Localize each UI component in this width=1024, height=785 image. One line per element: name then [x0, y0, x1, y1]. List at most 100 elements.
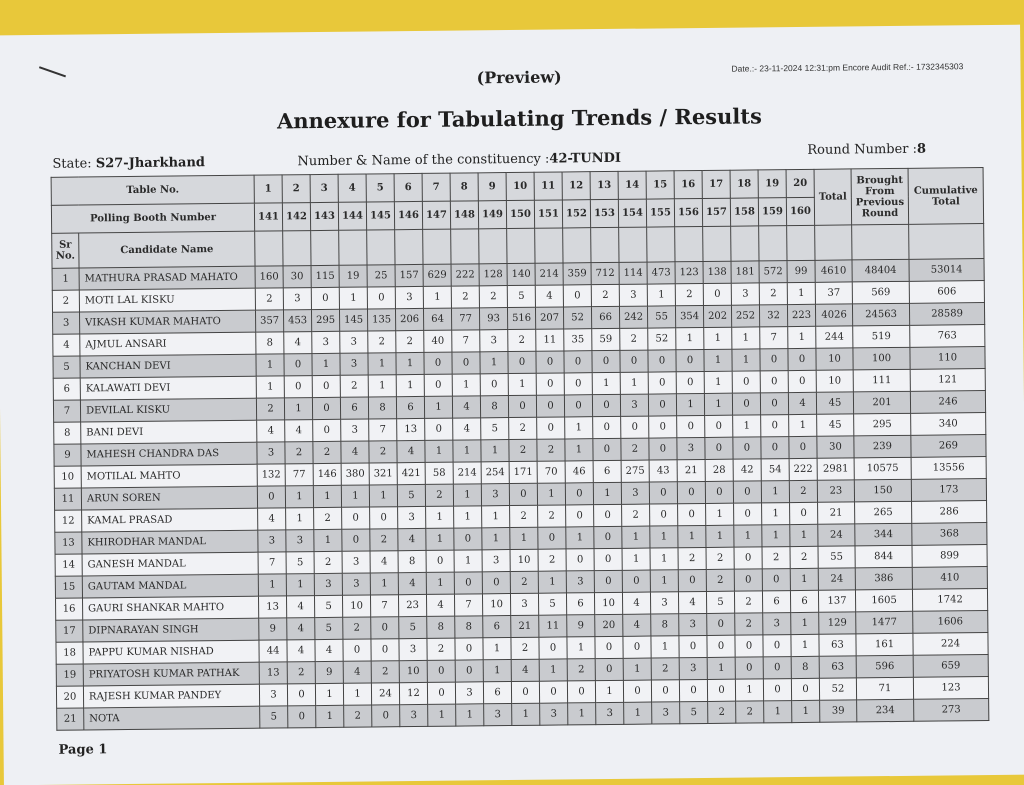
- vote-count: 1: [256, 375, 285, 399]
- vote-count: 1: [538, 570, 567, 594]
- brought-forward: 161: [855, 633, 914, 656]
- vote-count: 2: [651, 657, 680, 681]
- vote-count: 4: [314, 639, 344, 662]
- empty-header-cell: [478, 228, 508, 264]
- vote-count: 3: [621, 482, 650, 505]
- vote-count: 629: [423, 264, 452, 287]
- row-total: 39: [819, 699, 857, 723]
- vote-count: 2: [761, 546, 791, 569]
- vote-count: 0: [592, 394, 621, 417]
- vote-count: 7: [258, 551, 287, 575]
- vote-count: 157: [395, 264, 424, 287]
- vote-count: 2: [507, 329, 536, 352]
- vote-count: 4: [788, 392, 817, 415]
- vote-count: 0: [760, 436, 790, 459]
- vote-count: 6: [566, 592, 595, 615]
- vote-count: 1: [621, 526, 651, 549]
- empty-header-cell: [590, 227, 620, 263]
- booth-number: 147: [422, 201, 451, 230]
- vote-count: 0: [791, 678, 820, 701]
- vote-count: 0: [539, 680, 568, 704]
- vote-count: 2: [735, 700, 764, 724]
- empty-header-cell: [394, 229, 424, 265]
- vote-count: 114: [619, 262, 648, 285]
- candidate-name: DIPNARAYAN SINGH: [82, 618, 259, 643]
- booth-number: 148: [450, 200, 479, 230]
- vote-count: 0: [451, 351, 481, 375]
- brought-header: Brought From Previous Round: [851, 168, 909, 225]
- vote-count: 0: [732, 370, 761, 394]
- vote-count: 2: [426, 638, 456, 661]
- vote-count: 1: [311, 353, 341, 376]
- vote-count: 2: [255, 287, 284, 311]
- vote-count: 1: [480, 439, 510, 462]
- vote-count: 1: [705, 525, 735, 548]
- vote-count: 0: [312, 419, 341, 442]
- vote-count: 0: [594, 636, 624, 659]
- vote-count: 4: [286, 639, 316, 662]
- vote-count: 572: [759, 260, 788, 283]
- candidate-name: MATHURA PRASAD MAHATO: [79, 266, 256, 291]
- vote-count: 0: [649, 481, 678, 505]
- vote-count: 4: [257, 507, 286, 531]
- vote-count: 5: [538, 592, 567, 616]
- vote-count: 4: [397, 528, 427, 551]
- vote-count: 2: [789, 546, 819, 569]
- vote-count: 115: [311, 265, 340, 288]
- vote-count: 6: [482, 615, 511, 638]
- page-title: Annexure for Tabulating Trends / Results: [276, 103, 762, 134]
- vote-count: 359: [563, 262, 592, 285]
- vote-count: 0: [563, 350, 593, 373]
- vote-count: 4: [511, 659, 540, 682]
- vote-count: 1: [481, 527, 511, 550]
- vote-count: 0: [733, 480, 762, 504]
- vote-count: 0: [787, 348, 817, 371]
- candidate-name: DEVILAL KISKU: [80, 398, 257, 423]
- vote-count: 8: [398, 550, 427, 573]
- vote-count: 12: [399, 682, 428, 705]
- sr-number: 6: [53, 378, 81, 401]
- vote-count: 1: [424, 440, 454, 463]
- vote-count: 1: [566, 636, 596, 659]
- vote-count: 1: [395, 352, 425, 375]
- candidate-name: KAMAL PRASAD: [81, 508, 258, 533]
- vote-count: 11: [535, 328, 564, 352]
- vote-count: 3: [510, 593, 539, 616]
- row-total: 63: [818, 633, 857, 657]
- vote-count: 0: [675, 349, 705, 372]
- vote-count: 380: [341, 462, 370, 486]
- state-label: State:: [52, 156, 92, 172]
- vote-count: 9: [315, 661, 344, 684]
- sr-number: 3: [52, 312, 80, 335]
- vote-count: 1: [425, 528, 455, 551]
- row-total: 2981: [817, 457, 855, 481]
- vote-count: 1: [343, 682, 372, 706]
- vote-count: 4: [283, 331, 312, 354]
- brought-forward: 24563: [852, 303, 910, 326]
- brought-forward: 844: [854, 545, 913, 568]
- vote-count: 206: [395, 308, 424, 331]
- vote-count: 10: [510, 549, 539, 572]
- cumulative-total: 1742: [912, 588, 988, 612]
- cumulative-total: 763: [909, 324, 985, 348]
- vote-count: 0: [563, 284, 592, 307]
- vote-count: 7: [451, 329, 480, 353]
- vote-count: 1: [649, 525, 679, 549]
- vote-count: 214: [535, 262, 564, 286]
- vote-count: 3: [259, 683, 288, 707]
- vote-count: 275: [621, 460, 650, 483]
- candidate-name: KANCHAN DEVI: [79, 354, 257, 379]
- vote-count: 21: [510, 615, 539, 638]
- vote-count: 3: [762, 612, 791, 635]
- booth-number: 159: [758, 197, 787, 226]
- vote-count: 181: [731, 260, 760, 284]
- vote-count: 295: [311, 309, 340, 332]
- empty-header-cell: [674, 226, 704, 262]
- vote-count: 1: [677, 525, 707, 548]
- vote-count: 0: [678, 635, 708, 658]
- vote-count: 4: [398, 572, 427, 595]
- vote-count: 8: [791, 656, 820, 679]
- candidate-name: MAHESH CHANDRA DAS: [80, 442, 258, 467]
- vote-count: 66: [591, 306, 620, 329]
- vote-count: 3: [566, 570, 595, 593]
